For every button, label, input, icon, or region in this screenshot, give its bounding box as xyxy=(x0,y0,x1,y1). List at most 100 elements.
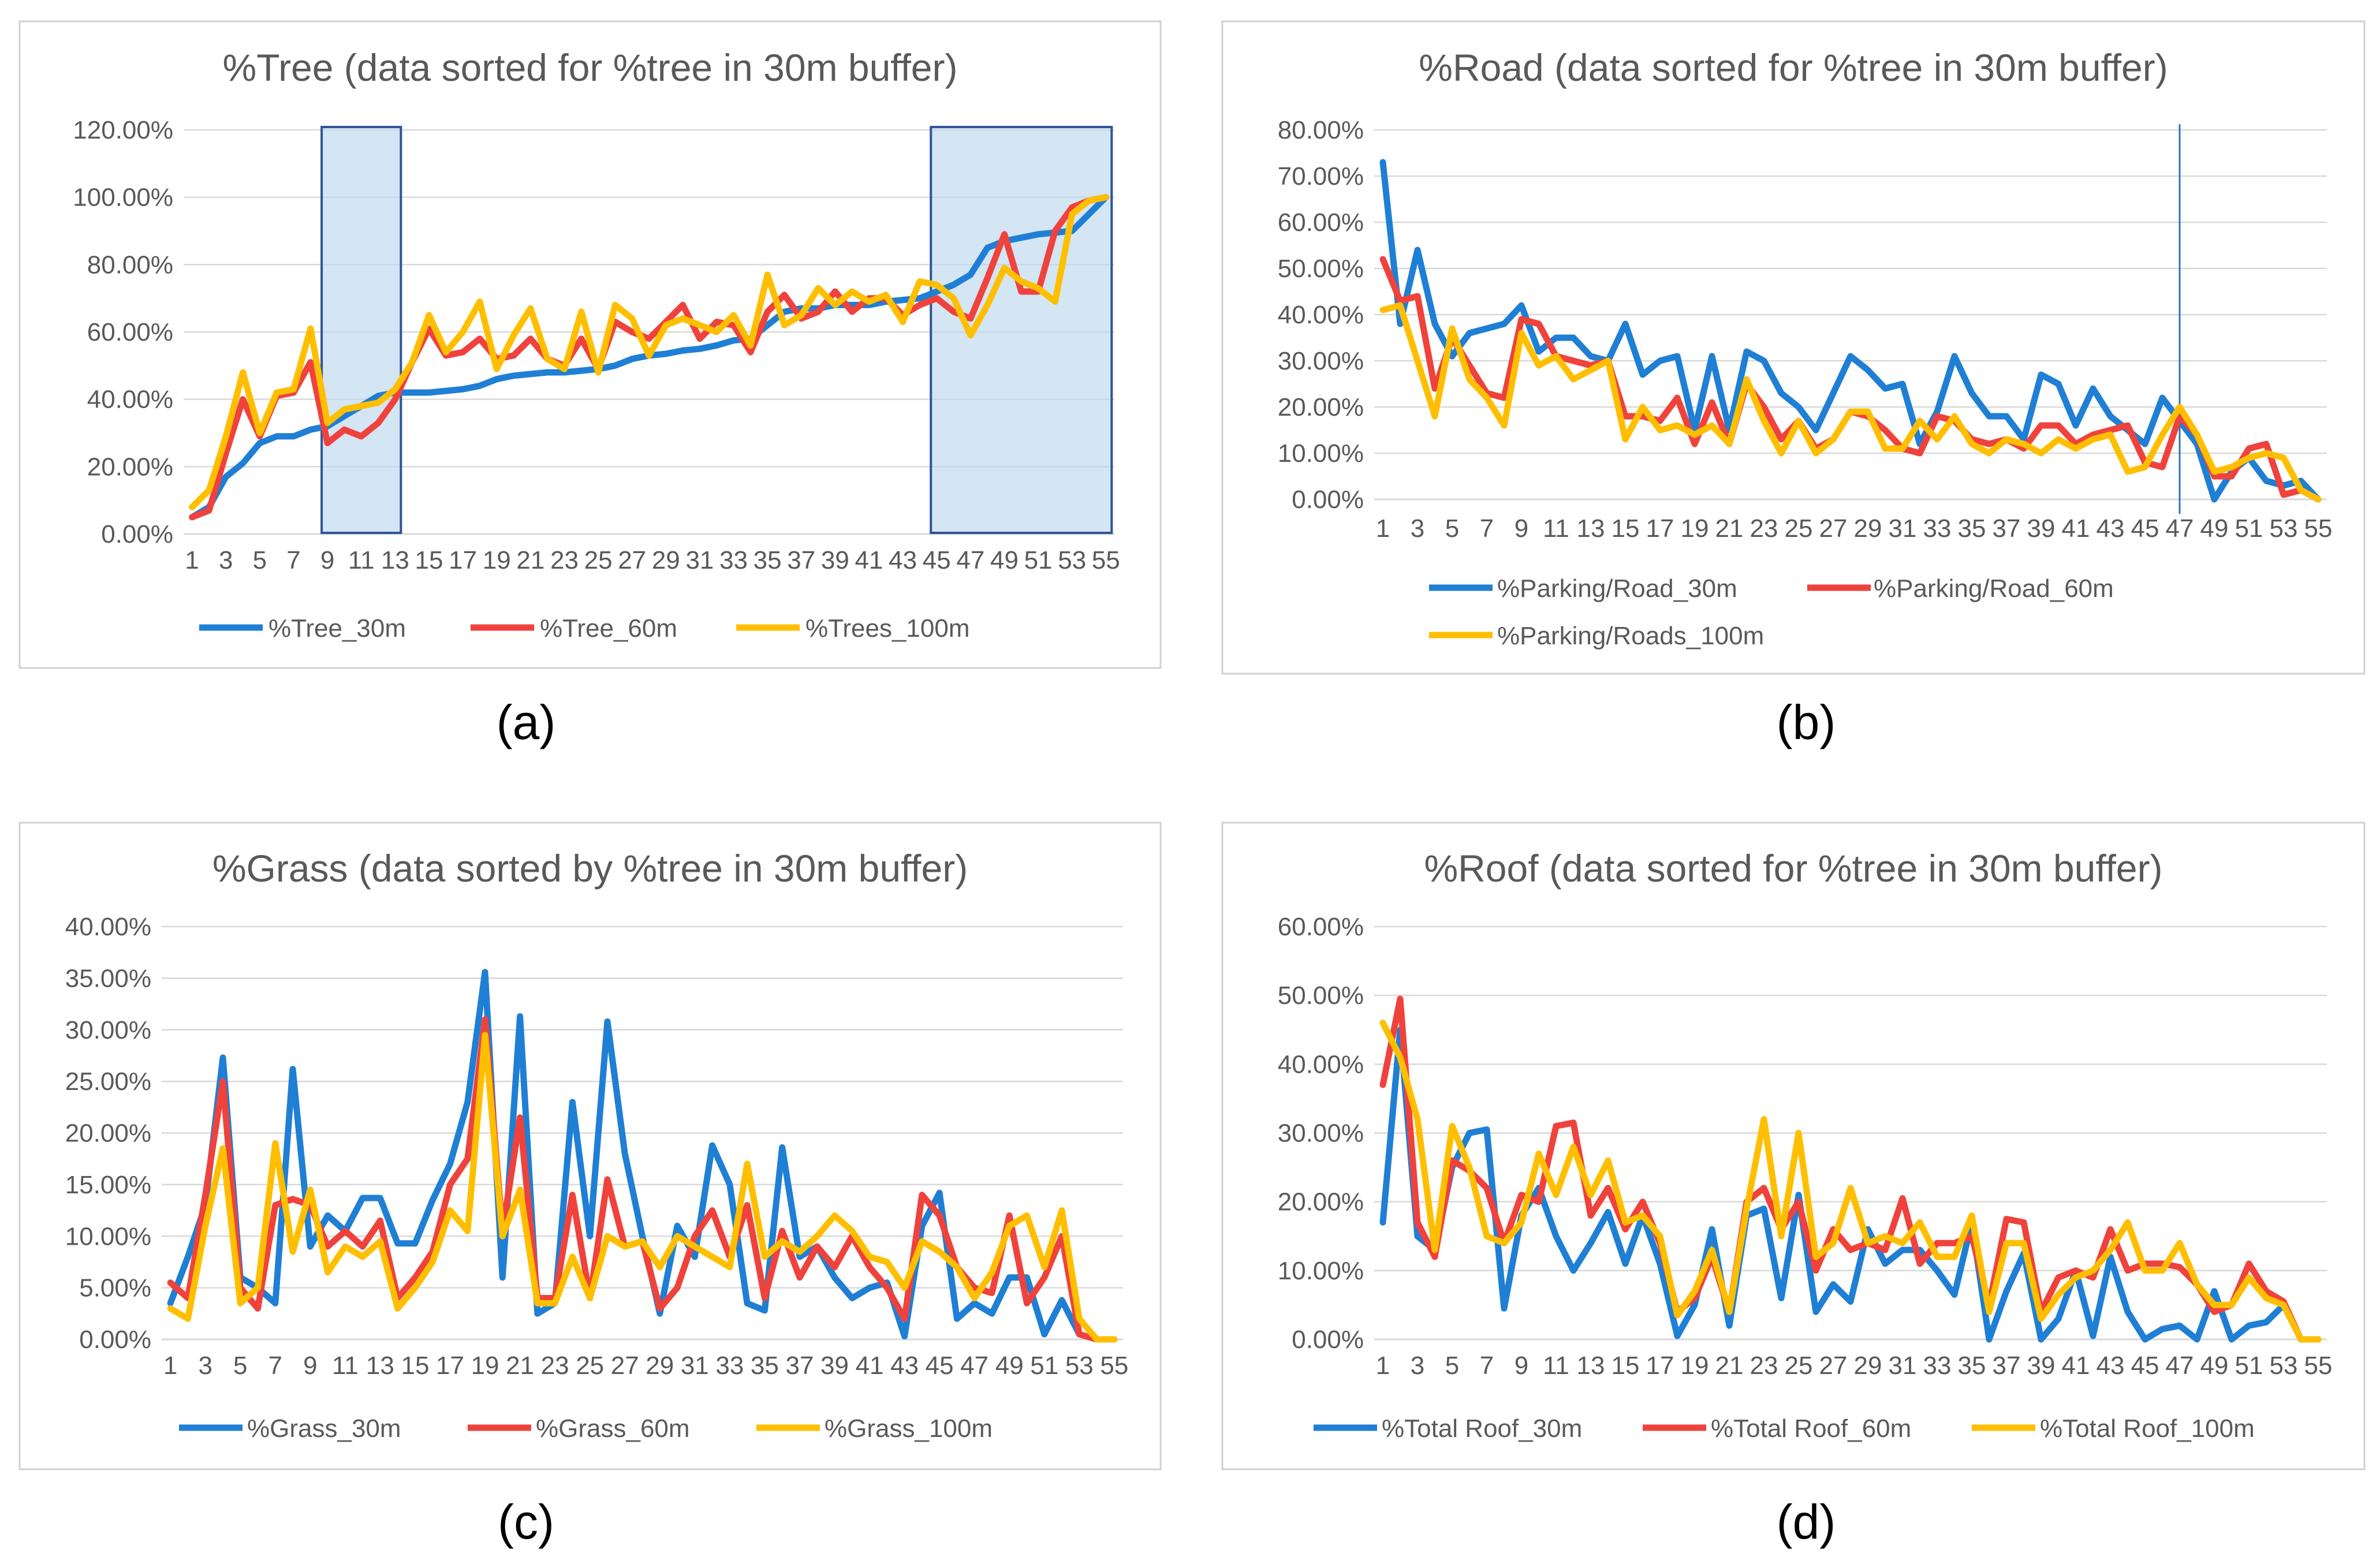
series-line-a-1 xyxy=(189,194,1109,521)
x-tick-label-c: 45 xyxy=(926,1352,954,1380)
y-tick-label-d: 10.00% xyxy=(1278,1257,1364,1285)
y-tick-label-d: 30.00% xyxy=(1278,1119,1364,1148)
y-tick-label-b: 50.00% xyxy=(1278,255,1364,283)
x-tick-label-a: 9 xyxy=(320,546,334,574)
legend-label-parking-road-30m: %Parking/Road_30m xyxy=(1497,574,1737,603)
x-tick-label-c: 29 xyxy=(646,1352,674,1380)
x-tick-label-d: 19 xyxy=(1681,1352,1709,1380)
x-tick-label-a: 13 xyxy=(381,546,409,574)
x-tick-label-a: 21 xyxy=(516,546,544,574)
x-tick-label-a: 33 xyxy=(719,546,748,574)
x-tick-label-d: 21 xyxy=(1715,1352,1744,1380)
x-tick-label-a: 35 xyxy=(753,546,782,574)
x-tick-label-d: 31 xyxy=(1889,1352,1917,1380)
series-line-a-2 xyxy=(189,194,1109,510)
x-tick-label-a: 17 xyxy=(449,546,477,574)
x-tick-label-c: 35 xyxy=(751,1352,779,1380)
panel-d-legend: %Total Roof_30m %Total Roof_60m %Total R… xyxy=(1314,1414,2255,1443)
x-tick-label-d: 51 xyxy=(2235,1352,2263,1380)
x-tick-label-b: 33 xyxy=(1923,514,1952,543)
x-tick-label-b: 7 xyxy=(1480,514,1494,543)
legend-label-grass-60m: %Grass_60m xyxy=(536,1414,690,1443)
panel-a-title: %Tree (data sorted for %tree in 30m buff… xyxy=(223,46,958,89)
panel-b-title: %Road (data sorted for %tree in 30m buff… xyxy=(1419,46,2168,89)
x-tick-label-b: 9 xyxy=(1514,514,1528,543)
legend-label-grass-100m: %Grass_100m xyxy=(825,1414,993,1443)
series-line-b-2 xyxy=(1379,302,2322,503)
x-tick-label-b: 27 xyxy=(1819,514,1848,543)
panel-b-plot: 0.00% 10.00% 20.00% 30.00% 40.00% 50.00% 60.00… xyxy=(1278,116,2333,543)
x-tick-label-d: 53 xyxy=(2270,1352,2298,1380)
y-tick-label-a: 80.00% xyxy=(87,251,173,279)
y-tick-label-b: 40.00% xyxy=(1278,301,1364,329)
x-tick-label-b: 25 xyxy=(1785,514,1813,543)
y-tick-label-d: 40.00% xyxy=(1278,1050,1364,1078)
legend-label-trees-100m: %Trees_100m xyxy=(805,614,970,643)
y-tick-label-c: 40.00% xyxy=(65,913,151,941)
x-tick-label-c: 47 xyxy=(960,1352,988,1380)
x-tick-label-c: 43 xyxy=(890,1352,919,1380)
legend-label-total-roof-60m: %Total Roof_60m xyxy=(1711,1414,1911,1443)
x-tick-label-a: 47 xyxy=(956,546,984,574)
x-tick-label-a: 11 xyxy=(348,546,375,574)
x-tick-label-a: 3 xyxy=(219,546,233,574)
x-tick-label-a: 5 xyxy=(253,546,267,574)
x-tick-label-d: 35 xyxy=(1958,1352,1986,1380)
series-line-c-2 xyxy=(167,1032,1118,1343)
x-tick-label-d: 39 xyxy=(2027,1352,2056,1380)
x-tick-label-c: 5 xyxy=(233,1352,247,1380)
y-tick-label-c: 35.00% xyxy=(65,964,151,992)
x-tick-label-b: 29 xyxy=(1854,514,1882,543)
x-tick-label-b: 51 xyxy=(2235,514,2263,543)
x-tick-label-d: 9 xyxy=(1514,1352,1528,1380)
x-tick-label-a: 31 xyxy=(685,546,714,574)
x-tick-label-d: 13 xyxy=(1577,1352,1605,1380)
y-tick-label-c: 5.00% xyxy=(79,1274,151,1302)
y-tick-label-c: 20.00% xyxy=(65,1119,151,1148)
panel-a-caption: (a) xyxy=(497,695,556,749)
x-tick-label-a: 25 xyxy=(584,546,613,574)
legend-label-tree-60m: %Tree_60m xyxy=(540,614,677,643)
y-tick-label-c: 15.00% xyxy=(65,1171,151,1199)
x-tick-label-b: 21 xyxy=(1715,514,1744,543)
x-tick-label-c: 31 xyxy=(681,1352,709,1380)
x-tick-label-d: 25 xyxy=(1785,1352,1813,1380)
panel-a-legend: %Tree_30m %Tree_60m %Trees_100m xyxy=(199,614,970,643)
x-tick-label-d: 49 xyxy=(2200,1352,2229,1380)
x-tick-label-c: 3 xyxy=(198,1352,212,1380)
x-tick-label-c: 37 xyxy=(785,1352,814,1380)
x-tick-label-c: 19 xyxy=(471,1352,499,1380)
x-tick-label-b: 31 xyxy=(1889,514,1917,543)
y-tick-label-a: 0.00% xyxy=(101,520,173,548)
x-tick-label-b: 35 xyxy=(1958,514,1986,543)
x-tick-label-c: 13 xyxy=(366,1352,394,1380)
x-tick-label-d: 7 xyxy=(1480,1352,1494,1380)
panel-d-caption: (d) xyxy=(1777,1495,1836,1549)
y-tick-label-a: 60.00% xyxy=(87,318,173,346)
y-tick-label-c: 0.00% xyxy=(79,1326,151,1354)
x-tick-label-c: 23 xyxy=(541,1352,569,1380)
panel-a: %Tree (data sorted for %tree in 30m buff… xyxy=(18,20,1162,749)
panel-c: %Grass (data sorted by %tree in 30m buff… xyxy=(18,822,1162,1549)
series-line-d-2 xyxy=(1379,1020,2322,1343)
x-tick-label-b: 5 xyxy=(1445,514,1459,543)
x-tick-label-b: 17 xyxy=(1646,514,1674,543)
panel-a-plot: 0.00% 20.00% 40.00% 60.00% 80.00% 100.00% 120.… xyxy=(73,116,1120,574)
y-tick-label-d: 20.00% xyxy=(1278,1188,1364,1216)
x-tick-label-a: 55 xyxy=(1092,546,1120,574)
x-tick-label-a: 49 xyxy=(990,546,1019,574)
x-tick-label-b: 53 xyxy=(2270,514,2298,543)
x-tick-label-d: 3 xyxy=(1411,1352,1424,1380)
panel-c-legend: %Grass_30m %Grass_60m %Grass_100m xyxy=(179,1414,993,1443)
x-tick-label-c: 15 xyxy=(401,1352,429,1380)
y-tick-label-b: 20.00% xyxy=(1278,393,1364,421)
legend-label-tree-30m: %Tree_30m xyxy=(268,614,406,643)
x-tick-label-c: 17 xyxy=(436,1352,464,1380)
x-tick-label-b: 47 xyxy=(2166,514,2194,543)
x-tick-label-a: 41 xyxy=(855,546,883,574)
panel-b-legend: %Parking/Road_30m %Parking/Road_60m %Par… xyxy=(1429,574,2114,650)
x-tick-label-c: 41 xyxy=(856,1352,884,1380)
y-tick-label-c: 30.00% xyxy=(65,1016,151,1044)
x-tick-label-a: 29 xyxy=(652,546,680,574)
